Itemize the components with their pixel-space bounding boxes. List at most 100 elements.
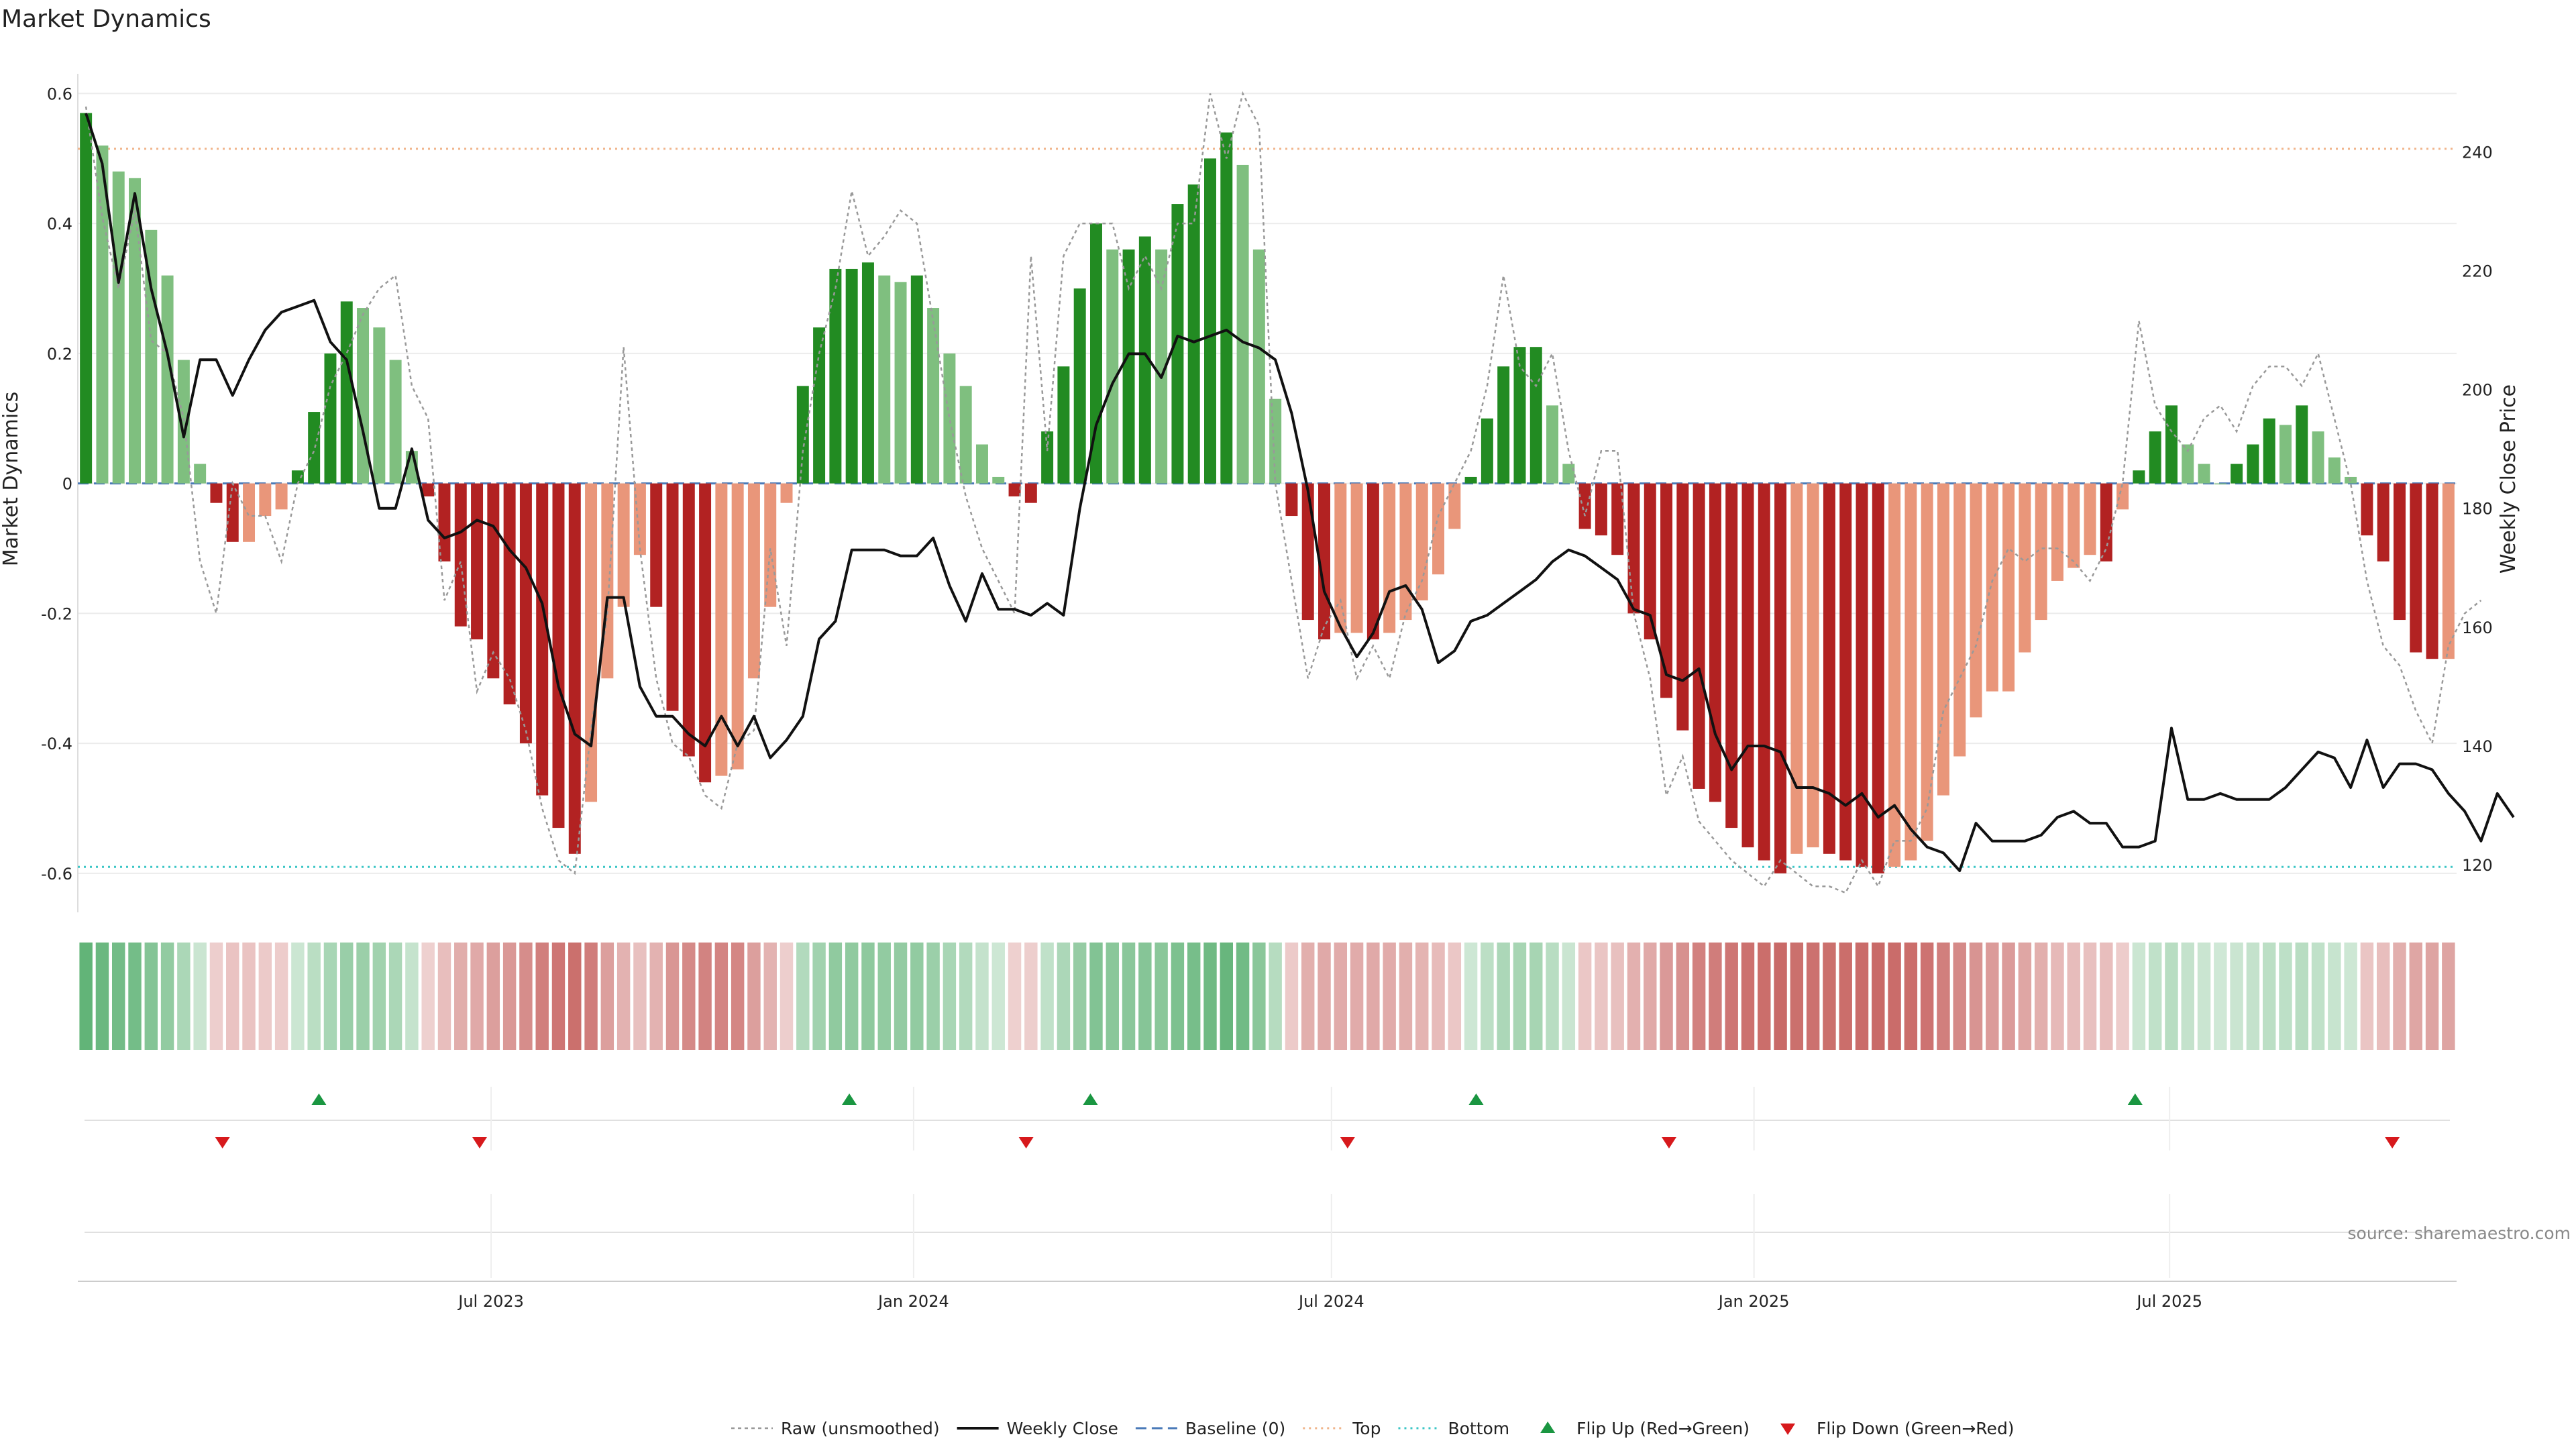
heat-cell xyxy=(1236,943,1250,1050)
heat-cell xyxy=(1969,943,1983,1050)
bar xyxy=(747,483,760,679)
heat-cell xyxy=(1252,943,1266,1050)
bar xyxy=(1970,483,1982,718)
bar xyxy=(1725,483,1738,828)
heat-cell xyxy=(2083,943,2097,1050)
bar xyxy=(1138,236,1151,484)
heat-cell xyxy=(2442,943,2455,1050)
bar xyxy=(1432,483,1445,575)
y-tick-label: 0 xyxy=(62,475,72,494)
bar xyxy=(682,483,695,757)
x-tick-label: Jan 2025 xyxy=(1717,1292,1790,1311)
legend-label: Weekly Close xyxy=(1007,1419,1118,1438)
legend-item-close: Weekly Close xyxy=(957,1419,1118,1438)
bar xyxy=(2035,483,2047,621)
bar xyxy=(177,360,190,484)
bar xyxy=(1187,184,1200,484)
y2-tick-label: 220 xyxy=(2462,262,2493,280)
heat-cell xyxy=(551,943,566,1050)
bar xyxy=(1415,483,1428,600)
heat-cell xyxy=(1285,943,1299,1050)
heat-cell xyxy=(780,943,794,1050)
heat-cell xyxy=(1888,943,1901,1050)
bar xyxy=(2051,483,2063,581)
x-axis: Jul 2023 Jan 2024 Jul 2024 Jan 2025 Jul 2025 xyxy=(78,1281,2457,1311)
bar xyxy=(1269,398,1282,484)
bar xyxy=(1839,483,1852,861)
y-tick-label: -0.6 xyxy=(41,865,72,883)
heat-cell xyxy=(1513,943,1527,1050)
heat-cell xyxy=(1220,943,1233,1050)
bar xyxy=(1057,366,1070,484)
heat-cell xyxy=(1627,943,1641,1050)
heat-cell xyxy=(274,943,288,1050)
bar xyxy=(2328,457,2341,484)
bar xyxy=(145,229,158,484)
heat-cell xyxy=(1872,943,1885,1050)
bar xyxy=(1334,483,1347,633)
flip-up-marker xyxy=(842,1093,857,1105)
heat-cell xyxy=(2132,943,2146,1050)
heat-cell xyxy=(2393,943,2406,1050)
heat-cell xyxy=(356,943,370,1050)
heat-cell xyxy=(910,943,924,1050)
bar xyxy=(943,353,956,484)
bar xyxy=(992,476,1005,484)
heat-cell xyxy=(1823,943,1836,1050)
heat-cell xyxy=(894,943,908,1050)
heat-cell xyxy=(1138,943,1152,1050)
bar xyxy=(650,483,663,607)
bar xyxy=(1366,483,1379,640)
bar xyxy=(894,282,907,484)
heat-cell xyxy=(1432,943,1445,1050)
y2-tick-label: 240 xyxy=(2462,143,2493,162)
heat-cell xyxy=(160,943,174,1050)
heat-cell xyxy=(502,943,517,1050)
heat-cell xyxy=(1415,943,1429,1050)
flip-down-marker xyxy=(1340,1137,1355,1148)
bar xyxy=(1301,483,1314,621)
bar xyxy=(275,483,288,510)
heat-cell xyxy=(1986,943,1999,1050)
heat-cell xyxy=(1953,943,1966,1050)
heat-cell xyxy=(193,943,207,1050)
bar xyxy=(568,483,581,854)
heat-cell xyxy=(1692,943,1706,1050)
heat-cell xyxy=(1448,943,1462,1050)
heat-cell xyxy=(1366,943,1380,1050)
bar xyxy=(96,145,109,484)
bar xyxy=(845,268,858,484)
heat-cell xyxy=(2425,943,2439,1050)
y2-tick-label: 200 xyxy=(2462,381,2493,400)
bar xyxy=(2165,405,2178,484)
bar xyxy=(161,275,174,484)
heat-cell xyxy=(340,943,354,1050)
bar xyxy=(2084,483,2096,555)
heat-cell xyxy=(1725,943,1738,1050)
bar xyxy=(910,275,923,484)
bar xyxy=(1285,483,1298,517)
bar xyxy=(1921,483,1933,841)
bar xyxy=(129,178,141,484)
bar xyxy=(2198,464,2210,484)
bar xyxy=(699,483,712,783)
bar xyxy=(796,386,809,484)
heat-cell xyxy=(2214,943,2227,1050)
bar xyxy=(2377,483,2390,561)
heat-cell xyxy=(2311,943,2325,1050)
heat-cell xyxy=(600,943,614,1050)
chart-title: Market Dynamics xyxy=(1,5,211,33)
heat-cell xyxy=(861,943,875,1050)
bar xyxy=(243,483,256,542)
bar xyxy=(1807,483,1819,848)
bar xyxy=(1888,483,1901,867)
y2-tick-label: 180 xyxy=(2462,500,2493,519)
heat-cell xyxy=(1611,943,1624,1050)
heat-cell xyxy=(1758,943,1771,1050)
heat-cell xyxy=(2148,943,2162,1050)
heat-cell xyxy=(1122,943,1136,1050)
bar xyxy=(1155,249,1168,484)
bar xyxy=(2116,483,2129,510)
heat-cell xyxy=(2018,943,2032,1050)
